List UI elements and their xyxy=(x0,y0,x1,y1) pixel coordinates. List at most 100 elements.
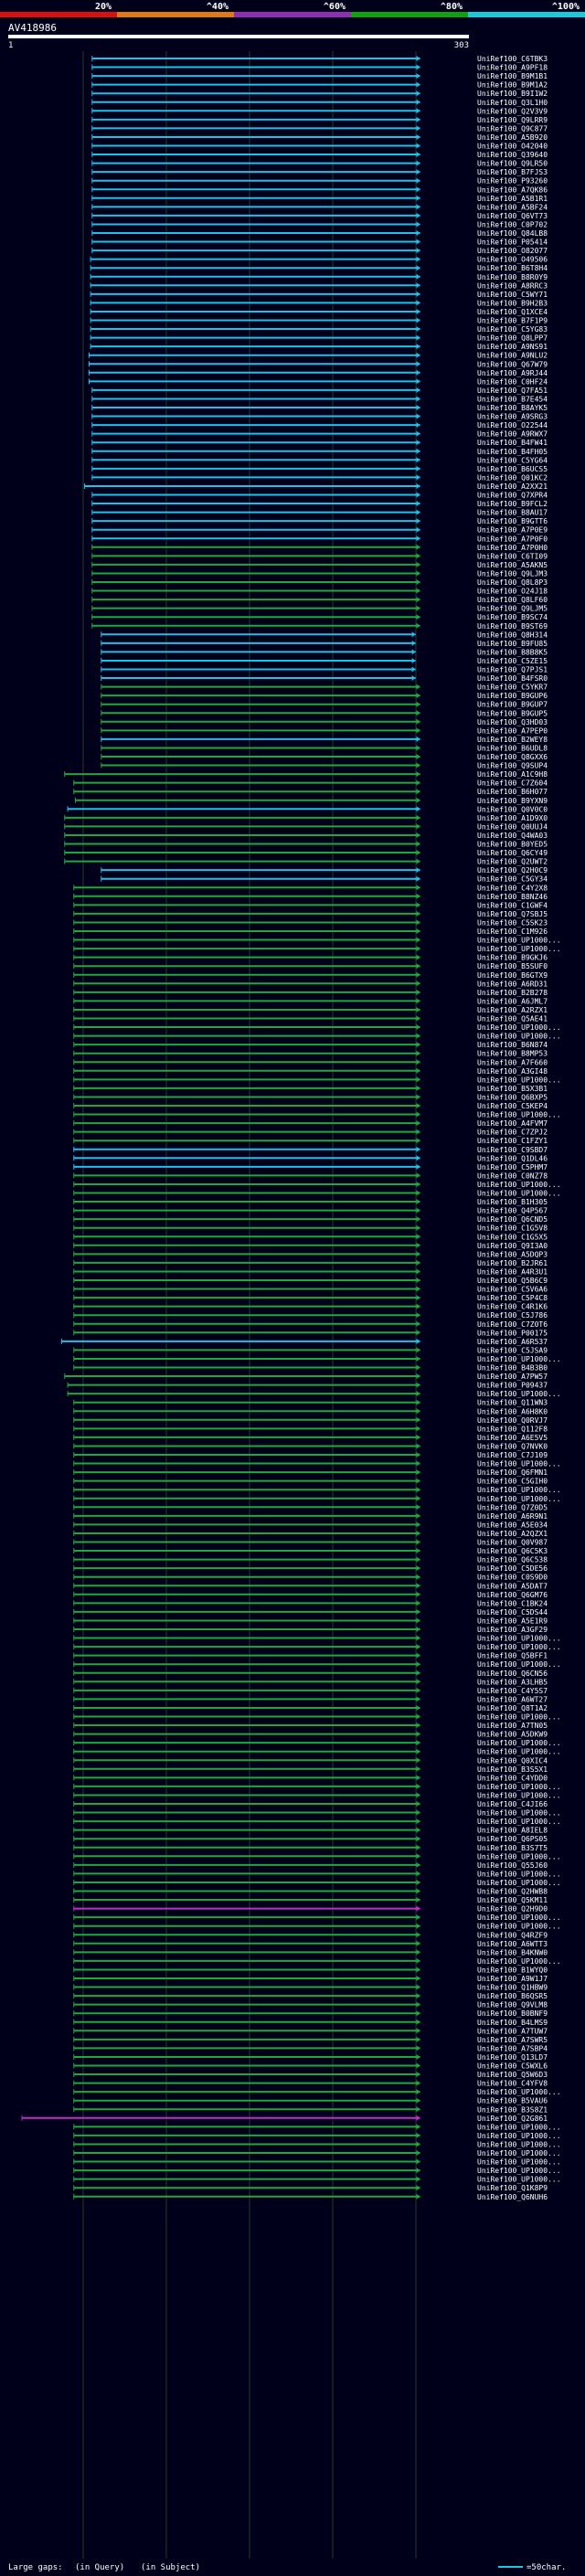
hit-label[interactable]: UniRef100_A5B920 xyxy=(477,133,548,142)
hit-label[interactable]: UniRef100_Q6BXP5 xyxy=(477,1093,548,1101)
hit-label[interactable]: UniRef100_A6R9N1 xyxy=(477,1512,548,1521)
hit-label[interactable]: UniRef100_C5J786 xyxy=(477,1311,548,1320)
hit-label[interactable]: UniRef100_B8AYK5 xyxy=(477,404,548,412)
hit-label[interactable]: UniRef100_B9SC74 xyxy=(477,613,548,621)
hit-label[interactable]: UniRef100_UP1000... xyxy=(477,1643,561,1651)
hit-label[interactable]: UniRef100_Q7NVK0 xyxy=(477,1442,548,1450)
hit-label[interactable]: UniRef100_A6H8K0 xyxy=(477,1407,548,1415)
hit-label[interactable]: UniRef100_C4R1K6 xyxy=(477,1303,548,1311)
hit-label[interactable]: UniRef100_A9NLU2 xyxy=(477,352,548,360)
hit-label[interactable]: UniRef100_B4LMS9 xyxy=(477,2019,548,2027)
hit-label[interactable]: UniRef100_UP1000... xyxy=(477,1486,561,1494)
hit-label[interactable]: UniRef100_UP1000... xyxy=(477,1809,561,1818)
hit-label[interactable]: UniRef100_Q3L1H0 xyxy=(477,99,548,107)
hit-label[interactable]: UniRef100_B9GTT6 xyxy=(477,517,548,525)
hit-label[interactable]: UniRef100_Q2H9D0 xyxy=(477,1905,548,1913)
hit-label[interactable]: UniRef100_B9GUP6 xyxy=(477,692,548,700)
hit-label[interactable]: UniRef100_Q8GXX6 xyxy=(477,753,548,761)
hit-label[interactable]: UniRef100_C4JI66 xyxy=(477,1800,548,1808)
hit-label[interactable]: UniRef100_Q3HD03 xyxy=(477,718,548,726)
hit-label[interactable]: UniRef100_UP1000... xyxy=(477,1870,561,1878)
hit-label[interactable]: UniRef100_A1D9X0 xyxy=(477,814,548,822)
hit-label[interactable]: UniRef100_Q13LD7 xyxy=(477,2053,548,2062)
hit-label[interactable]: UniRef100_C0HF24 xyxy=(477,377,548,386)
hit-label[interactable]: UniRef100_UP1000... xyxy=(477,1355,561,1363)
hit-label[interactable]: UniRef100_B2WEY8 xyxy=(477,736,548,744)
hit-label[interactable]: UniRef100_A7SWR5 xyxy=(477,2036,548,2044)
hit-label[interactable]: UniRef100_Q6FMN1 xyxy=(477,1468,548,1477)
hit-label[interactable]: UniRef100_C0P702 xyxy=(477,220,548,228)
hit-label[interactable]: UniRef100_UP1000... xyxy=(477,1495,561,1503)
hit-label[interactable]: UniRef100_UP1000... xyxy=(477,2167,561,2175)
hit-label[interactable]: UniRef100_B9YXN9 xyxy=(477,797,548,805)
hit-label[interactable]: UniRef100_A5E1R9 xyxy=(477,1617,548,1625)
hit-label[interactable]: UniRef100_A5AKN5 xyxy=(477,561,548,569)
hit-label[interactable]: UniRef100_Q8T1A2 xyxy=(477,1704,548,1712)
hit-label[interactable]: UniRef100_Q8LPP7 xyxy=(477,334,548,343)
hit-label[interactable]: UniRef100_UP1000... xyxy=(477,1913,561,1922)
hit-label[interactable]: UniRef100_B3S8Z1 xyxy=(477,2105,548,2114)
hit-label[interactable]: UniRef100_C5SK23 xyxy=(477,918,548,927)
hit-label[interactable]: UniRef100_Q1XCE4 xyxy=(477,308,548,316)
hit-label[interactable]: UniRef100_A5DKW9 xyxy=(477,1731,548,1739)
hit-label[interactable]: UniRef100_C0NZ78 xyxy=(477,1171,548,1180)
hit-label[interactable]: UniRef100_B9M1A2 xyxy=(477,81,548,90)
hit-label[interactable]: UniRef100_UP1000... xyxy=(477,1748,561,1756)
hit-label[interactable]: UniRef100_B8R0Y9 xyxy=(477,273,548,281)
hit-label[interactable]: UniRef100_Q4RZF9 xyxy=(477,1931,548,1939)
hit-label[interactable]: UniRef100_A7P0E9 xyxy=(477,526,548,535)
hit-label[interactable]: UniRef100_Q5W6D3 xyxy=(477,2071,548,2079)
hit-label[interactable]: UniRef100_Q5AE41 xyxy=(477,1015,548,1023)
hit-label[interactable]: UniRef100_C5V6A6 xyxy=(477,1286,548,1294)
hit-label[interactable]: UniRef100_UP1000... xyxy=(477,2176,561,2184)
hit-label[interactable]: UniRef100_Q5B6C9 xyxy=(477,1277,548,1285)
hit-label[interactable]: UniRef100_O42040 xyxy=(477,143,548,151)
hit-label[interactable]: UniRef100_Q11WN3 xyxy=(477,1399,548,1407)
hit-label[interactable]: UniRef100_A3LHB5 xyxy=(477,1678,548,1686)
hit-label[interactable]: UniRef100_A9RWX7 xyxy=(477,430,548,439)
hit-label[interactable]: UniRef100_P09437 xyxy=(477,1382,548,1390)
hit-label[interactable]: UniRef100_A3GI48 xyxy=(477,1067,548,1076)
hit-label[interactable]: UniRef100_O24J18 xyxy=(477,588,548,596)
hit-label[interactable]: UniRef100_Q9LR50 xyxy=(477,160,548,168)
hit-label[interactable]: UniRef100_A6WT27 xyxy=(477,1695,548,1703)
hit-label[interactable]: UniRef100_A2QZX1 xyxy=(477,1530,548,1538)
hit-label[interactable]: UniRef100_UP1000... xyxy=(477,1023,561,1032)
hit-label[interactable]: UniRef100_Q84LB8 xyxy=(477,229,548,238)
hit-label[interactable]: UniRef100_O82077 xyxy=(477,247,548,255)
hit-label[interactable]: UniRef100_Q9VLM8 xyxy=(477,2001,548,2009)
hit-label[interactable]: UniRef100_B2B278 xyxy=(477,989,548,997)
hit-label[interactable]: UniRef100_C4Y2X8 xyxy=(477,884,548,892)
hit-label[interactable]: UniRef100_Q7FA51 xyxy=(477,387,548,395)
hit-label[interactable]: UniRef100_C5DS44 xyxy=(477,1608,548,1617)
hit-label[interactable]: UniRef100_B9GKJ6 xyxy=(477,954,548,962)
hit-label[interactable]: UniRef100_UP1000... xyxy=(477,1635,561,1643)
hit-label[interactable]: UniRef100_A8RRC3 xyxy=(477,281,548,290)
hit-label[interactable]: UniRef100_C5GY34 xyxy=(477,875,548,884)
hit-label[interactable]: UniRef100_Q4WA03 xyxy=(477,832,548,840)
hit-label[interactable]: UniRef100_Q2V3V9 xyxy=(477,107,548,115)
hit-label[interactable]: UniRef100_B8NZ46 xyxy=(477,893,548,901)
hit-label[interactable]: UniRef100_B9FCL2 xyxy=(477,500,548,508)
hit-label[interactable]: UniRef100_Q9I3A0 xyxy=(477,1242,548,1250)
hit-label[interactable]: UniRef100_Q5BFF1 xyxy=(477,1652,548,1660)
hit-label[interactable]: UniRef100_Q6C5K3 xyxy=(477,1547,548,1555)
hit-label[interactable]: UniRef100_A7P0H0 xyxy=(477,544,548,552)
hit-label[interactable]: UniRef100_C7Z0T6 xyxy=(477,1320,548,1329)
hit-label[interactable]: UniRef100_Q6CN56 xyxy=(477,1670,548,1678)
hit-label[interactable]: UniRef100_Q2HWB8 xyxy=(477,1888,548,1896)
hit-label[interactable]: UniRef100_UP1000... xyxy=(477,1033,561,1041)
hit-label[interactable]: UniRef100_B9FU85 xyxy=(477,640,548,648)
hit-label[interactable]: UniRef100_UP1000... xyxy=(477,1791,561,1799)
hit-label[interactable]: UniRef100_C6TBK3 xyxy=(477,55,548,63)
hit-label[interactable]: UniRef100_Q7XPR4 xyxy=(477,492,548,500)
hit-label[interactable]: UniRef100_B2JR61 xyxy=(477,1259,548,1267)
hit-label[interactable]: UniRef100_B8B8K5 xyxy=(477,648,548,656)
hit-label[interactable]: UniRef100_A7PW57 xyxy=(477,1373,548,1381)
hit-label[interactable]: UniRef100_C1G5X5 xyxy=(477,1233,548,1241)
hit-label[interactable]: UniRef100_A7QK86 xyxy=(477,186,548,194)
hit-label[interactable]: UniRef100_Q5KM11 xyxy=(477,1896,548,1904)
hit-label[interactable]: UniRef100_A6RD31 xyxy=(477,980,548,988)
hit-label[interactable]: UniRef100_A5DAT7 xyxy=(477,1582,548,1590)
hit-label[interactable]: UniRef100_C7Z604 xyxy=(477,779,548,788)
